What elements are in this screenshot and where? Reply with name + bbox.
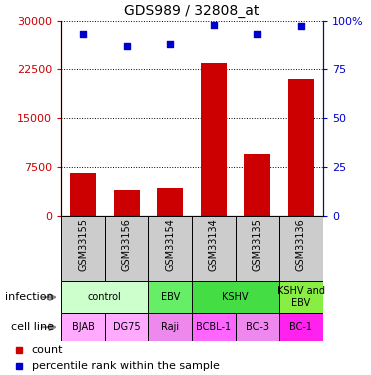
- Bar: [157, 188, 183, 216]
- Bar: [279, 281, 323, 313]
- Title: GDS989 / 32808_at: GDS989 / 32808_at: [124, 4, 260, 18]
- Bar: [192, 216, 236, 281]
- Text: control: control: [88, 292, 122, 302]
- Bar: [201, 63, 227, 216]
- Text: GSM33155: GSM33155: [78, 218, 88, 271]
- Bar: [279, 313, 323, 341]
- Text: BC-3: BC-3: [246, 322, 269, 332]
- Text: EBV: EBV: [161, 292, 180, 302]
- Bar: [192, 313, 236, 341]
- Point: [167, 41, 173, 47]
- Text: BC-1: BC-1: [289, 322, 312, 332]
- Point: [211, 21, 217, 27]
- Text: KSHV and
EBV: KSHV and EBV: [277, 286, 325, 308]
- Bar: [70, 173, 96, 216]
- Bar: [105, 313, 148, 341]
- Text: percentile rank within the sample: percentile rank within the sample: [32, 361, 220, 370]
- Point: [255, 31, 260, 37]
- Point: [80, 31, 86, 37]
- Bar: [244, 154, 270, 216]
- Bar: [192, 281, 279, 313]
- Bar: [236, 216, 279, 281]
- Bar: [61, 216, 105, 281]
- Text: GSM33135: GSM33135: [252, 218, 262, 271]
- Point: [124, 43, 129, 49]
- Text: cell line: cell line: [11, 322, 54, 332]
- Bar: [288, 79, 314, 216]
- Bar: [236, 313, 279, 341]
- Text: count: count: [32, 345, 63, 355]
- Text: GSM33156: GSM33156: [122, 218, 132, 271]
- Text: BCBL-1: BCBL-1: [196, 322, 232, 332]
- Bar: [61, 313, 105, 341]
- Text: DG75: DG75: [113, 322, 140, 332]
- Text: infection: infection: [5, 292, 54, 302]
- Bar: [105, 216, 148, 281]
- Bar: [61, 281, 148, 313]
- Point: [298, 24, 304, 30]
- Bar: [148, 281, 192, 313]
- Text: GSM33136: GSM33136: [296, 218, 306, 271]
- Text: BJAB: BJAB: [72, 322, 95, 332]
- Bar: [114, 190, 139, 216]
- Text: Raji: Raji: [161, 322, 179, 332]
- Bar: [279, 216, 323, 281]
- Bar: [148, 313, 192, 341]
- Bar: [148, 216, 192, 281]
- Text: KSHV: KSHV: [222, 292, 249, 302]
- Text: GSM33154: GSM33154: [165, 218, 175, 271]
- Text: GSM33134: GSM33134: [209, 218, 219, 271]
